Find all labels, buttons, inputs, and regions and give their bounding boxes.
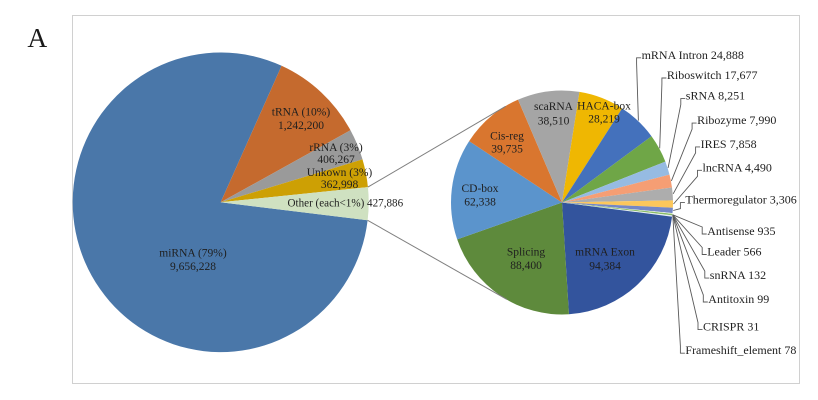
svg-text:Ribozyme 7,990: Ribozyme 7,990 bbox=[697, 113, 776, 127]
svg-text:Thermoregulator 3,306: Thermoregulator 3,306 bbox=[685, 193, 796, 207]
svg-text:A: A bbox=[27, 22, 47, 53]
svg-text:snRNA 132: snRNA 132 bbox=[710, 268, 766, 282]
svg-text:rRNA (3%): rRNA (3%) bbox=[309, 142, 363, 154]
svg-text:Other (each<1%) 427,886: Other (each<1%) 427,886 bbox=[288, 198, 404, 210]
svg-text:tRNA (10%): tRNA (10%) bbox=[272, 106, 331, 118]
svg-text:Riboswitch 17,677: Riboswitch 17,677 bbox=[667, 68, 758, 82]
svg-text:sRNA 8,251: sRNA 8,251 bbox=[686, 89, 745, 103]
svg-text:362,998: 362,998 bbox=[321, 179, 359, 191]
svg-text:HACA-box: HACA-box bbox=[577, 101, 631, 113]
svg-text:CD-box: CD-box bbox=[461, 183, 498, 195]
svg-text:IRES 7,858: IRES 7,858 bbox=[701, 137, 757, 151]
svg-text:scaRNA: scaRNA bbox=[534, 101, 574, 113]
svg-text:Cis-reg: Cis-reg bbox=[490, 130, 524, 142]
svg-text:lncRNA 4,490: lncRNA 4,490 bbox=[703, 160, 772, 174]
svg-text:62,338: 62,338 bbox=[464, 196, 496, 208]
svg-text:mRNA Intron 24,888: mRNA Intron 24,888 bbox=[642, 48, 744, 62]
svg-text:39,735: 39,735 bbox=[491, 143, 523, 155]
svg-text:miRNA (79%): miRNA (79%) bbox=[159, 247, 227, 259]
svg-text:Unkown (3%): Unkown (3%) bbox=[307, 167, 373, 179]
svg-text:Splicing: Splicing bbox=[507, 247, 546, 259]
svg-text:Frameshift_element 78: Frameshift_element 78 bbox=[685, 343, 796, 357]
svg-text:mRNA Exon: mRNA Exon bbox=[575, 246, 635, 258]
svg-text:38,510: 38,510 bbox=[538, 116, 570, 128]
svg-text:Antitoxin 99: Antitoxin 99 bbox=[708, 292, 769, 306]
svg-text:94,384: 94,384 bbox=[589, 261, 621, 273]
svg-text:406,267: 406,267 bbox=[317, 154, 355, 166]
svg-text:9,656,228: 9,656,228 bbox=[170, 261, 216, 273]
svg-text:CRISPR 31: CRISPR 31 bbox=[703, 320, 759, 334]
svg-text:28,219: 28,219 bbox=[588, 114, 620, 126]
svg-text:Antisense 935: Antisense 935 bbox=[707, 224, 775, 238]
svg-text:Leader 566: Leader 566 bbox=[707, 245, 761, 259]
svg-text:88,400: 88,400 bbox=[510, 260, 542, 272]
svg-text:1,242,200: 1,242,200 bbox=[278, 120, 324, 132]
